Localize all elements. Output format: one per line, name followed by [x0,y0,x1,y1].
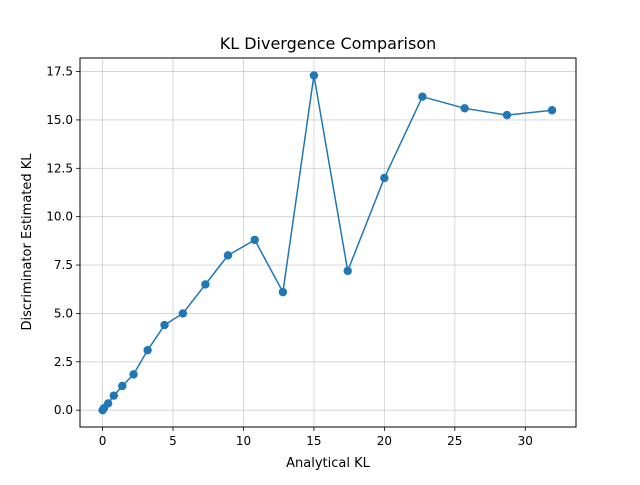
data-point [201,280,210,289]
data-point [109,391,119,400]
data-point [343,266,352,276]
data-point [118,381,127,391]
data-point [103,399,113,408]
data-point [309,71,319,80]
data-point [460,104,469,113]
data-point [547,106,557,115]
data-point [278,287,288,297]
x-axis-label: Analytical KL [286,456,370,471]
y-tick-label: 17.5 [46,65,73,79]
y-tick-label: 15.0 [46,113,73,127]
data-point [143,345,152,355]
plot-frame [79,57,577,428]
x-tick-label: 20 [377,434,392,448]
y-axis-label: Discriminator Estimated KL [20,153,35,331]
data-point [502,110,512,120]
data-point [380,173,389,183]
x-tick-label: 10 [236,434,251,448]
x-tick-label: 0 [99,434,107,448]
data-point [250,235,259,245]
data-series [98,71,557,415]
data-point [178,309,188,318]
axes: 0 5 10 15 20 25 30 0.0 2.5 5.0 7.5 10.0 12.5 15.0 17.5 [46,65,533,448]
y-tick-label: 10.0 [46,210,73,224]
y-tick-label: 7.5 [54,258,73,272]
data-point [160,320,169,330]
x-tick-label: 30 [518,434,533,448]
x-tick-label: 15 [306,434,321,448]
y-tick-label: 0.0 [54,403,73,417]
chart-title: KL Divergence Comparison [220,34,437,53]
y-tick-label: 12.5 [46,161,73,175]
y-tick-label: 5.0 [54,306,73,320]
x-tick-label: 25 [447,434,462,448]
y-tick-label: 2.5 [54,355,73,369]
data-point [223,251,233,260]
data-point [418,92,427,101]
data-point [129,370,138,379]
grid-lines [80,58,576,427]
x-tick-label: 5 [169,434,177,448]
